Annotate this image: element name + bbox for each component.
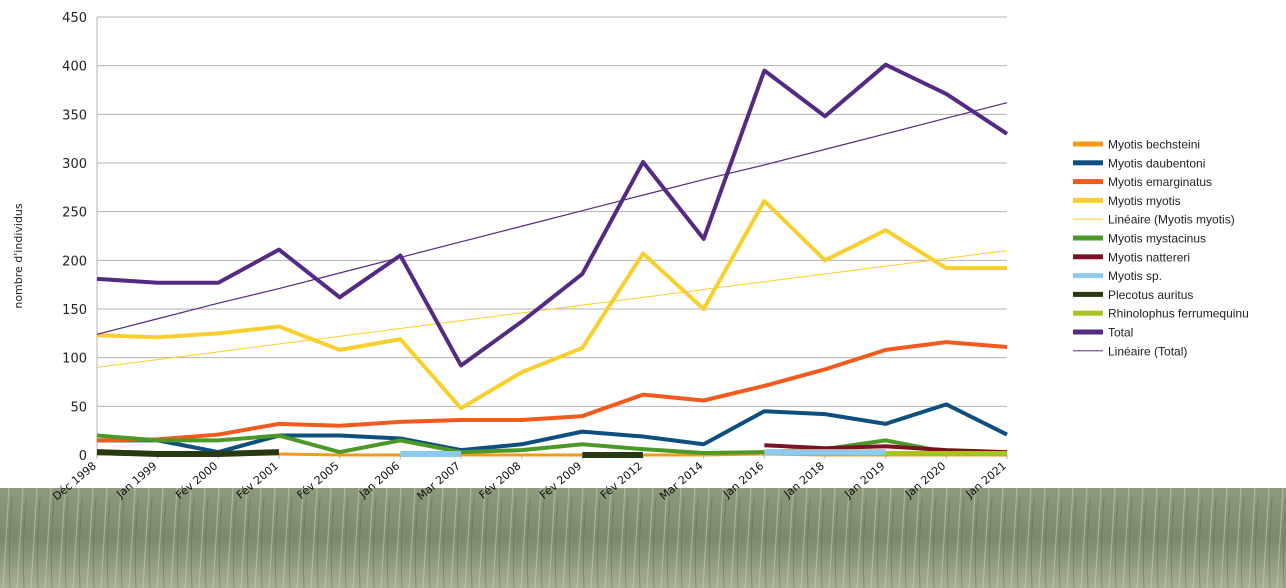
series-layer — [96, 62, 1009, 458]
legend-swatch — [1073, 141, 1103, 147]
legend-label: Myotis nattereri — [1108, 250, 1190, 264]
series-myotis-mystacinus — [96, 433, 1008, 456]
y-axis-label: nombre d'individus — [12, 203, 25, 309]
x-tick-label: Jan 2019 — [841, 459, 887, 501]
legend-label: Myotis daubentoni — [1108, 156, 1205, 170]
x-tick-label: Jan 1999 — [113, 459, 159, 501]
legend-swatch — [1073, 197, 1103, 203]
x-tick-label: Déc 1998 — [50, 459, 99, 503]
series-line — [96, 198, 1007, 411]
legend-swatch — [1073, 254, 1103, 260]
legend-label: Myotis mystacinus — [1108, 232, 1206, 246]
legend-label: Rhinolophus ferrumequinu — [1108, 307, 1249, 321]
legend-swatch — [1073, 350, 1103, 352]
series-line — [97, 402, 1008, 455]
series-myotis-nattereri — [764, 443, 1008, 455]
y-tick-label: 200 — [62, 254, 87, 269]
series-line — [96, 449, 280, 458]
y-axis-ticks: 0 50 100 150 200 250 300 350 400 450 — [62, 11, 87, 464]
grid-lines — [96, 16, 1007, 456]
legend-swatch — [1073, 291, 1103, 297]
x-tick-label: Fév 2008 — [477, 459, 524, 501]
legend-swatch — [1073, 218, 1103, 220]
x-tick-label: Fév 2005 — [295, 459, 342, 501]
series-myotis-daubentoni — [97, 402, 1008, 455]
legend-label: Total — [1108, 326, 1133, 340]
x-tick-label: Fév 2000 — [173, 459, 220, 501]
series-line — [96, 340, 1008, 443]
series-line — [96, 62, 1009, 368]
series-line — [96, 250, 1008, 368]
y-tick-label: 300 — [62, 157, 87, 172]
series-myotis-emarginatus — [96, 340, 1008, 443]
series-line — [96, 433, 1008, 456]
background-grass-photo — [0, 488, 1286, 588]
legend-label: Myotis emarginatus — [1108, 175, 1212, 189]
x-tick-label: Jan 2018 — [781, 459, 827, 501]
series-plecotus-auritus — [96, 449, 643, 458]
legend-swatch — [1073, 273, 1103, 279]
x-tick-label: Jan 2006 — [356, 459, 402, 501]
x-tick-label: Fév 2012 — [598, 459, 645, 501]
y-tick-label: 400 — [62, 60, 87, 75]
legend: Myotis bechsteini Myotis daubentoni Myotis… — [1073, 138, 1249, 358]
y-tick-label: 450 — [62, 11, 87, 26]
legend-swatch — [1073, 160, 1103, 166]
legend-swatch — [1073, 310, 1103, 316]
series-total — [96, 62, 1009, 368]
y-tick-label: 100 — [62, 352, 87, 367]
x-tick-label: Fév 2001 — [234, 459, 281, 501]
series-line — [96, 102, 1008, 335]
legend-label: Plecotus auritus — [1108, 288, 1193, 302]
x-tick-label: Fév 2009 — [537, 459, 584, 501]
legend-label: Myotis myotis — [1108, 194, 1181, 208]
legend-label: Linéaire (Total) — [1108, 344, 1187, 358]
x-tick-label: Mar 2007 — [415, 459, 463, 503]
legend-label: Myotis bechsteini — [1108, 138, 1200, 152]
legend-label: Myotis sp. — [1108, 269, 1162, 283]
y-tick-label: 0 — [79, 449, 87, 464]
y-tick-label: 250 — [62, 206, 87, 221]
legend-swatch — [1073, 235, 1103, 241]
y-tick-label: 50 — [70, 400, 87, 415]
x-tick-label: Jan 2021 — [963, 459, 1009, 501]
legend-swatch — [1073, 179, 1103, 185]
y-tick-label: 150 — [62, 303, 87, 318]
legend-label: Linéaire (Myotis myotis) — [1108, 213, 1235, 227]
series-myotis-myotis — [96, 198, 1007, 411]
x-axis-ticks: Déc 1998 Jan 1999 Fév 2000 Fév 2001 Fév 2005… — [50, 455, 1009, 503]
legend-swatch — [1073, 329, 1103, 335]
x-tick-label: Jan 2020 — [902, 459, 948, 501]
series-myotis-sp- — [400, 449, 886, 458]
x-tick-label: Jan 2016 — [720, 459, 766, 501]
x-tick-label: Mar 2014 — [657, 459, 705, 503]
series-line — [764, 443, 1008, 455]
series-lin-aire-myotis-myotis- — [96, 250, 1008, 368]
series-lin-aire-total- — [96, 102, 1008, 335]
y-tick-label: 350 — [62, 108, 87, 123]
